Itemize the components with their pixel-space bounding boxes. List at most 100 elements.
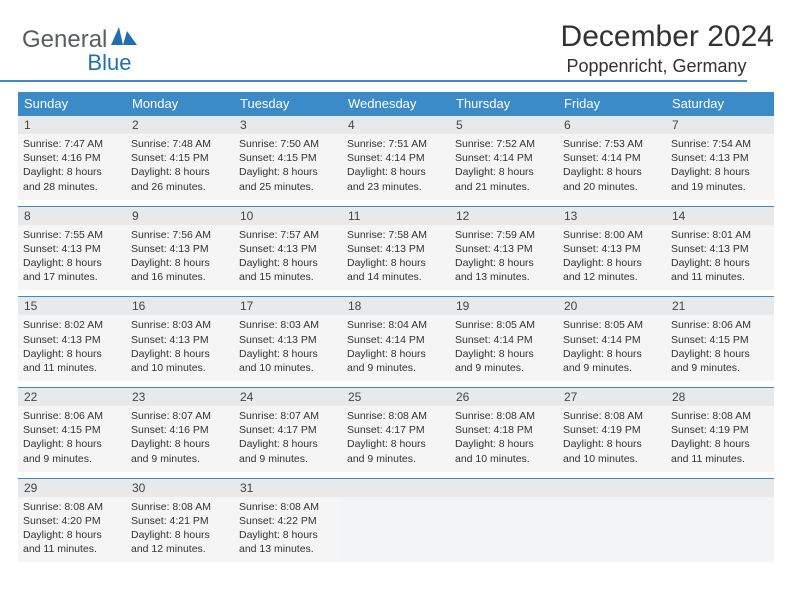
daylight-text: Daylight: 8 hours and 14 minutes. <box>347 256 445 284</box>
sunset-text: Sunset: 4:13 PM <box>671 151 769 165</box>
day-number: 13 <box>558 206 666 225</box>
day-number: 2 <box>126 115 234 134</box>
sunset-text: Sunset: 4:13 PM <box>239 333 337 347</box>
daylight-text: Daylight: 8 hours and 9 minutes. <box>671 347 769 375</box>
day-cell-empty <box>558 497 666 563</box>
sunrise-text: Sunrise: 8:02 AM <box>23 318 121 332</box>
daylight-text: Daylight: 8 hours and 10 minutes. <box>131 347 229 375</box>
day-number: 16 <box>126 296 234 315</box>
sunset-text: Sunset: 4:13 PM <box>347 242 445 256</box>
day-cell: Sunrise: 7:59 AMSunset: 4:13 PMDaylight:… <box>450 225 558 291</box>
calendar-grid: SundayMondayTuesdayWednesdayThursdayFrid… <box>18 92 774 562</box>
day-cell: Sunrise: 8:02 AMSunset: 4:13 PMDaylight:… <box>18 315 126 381</box>
daybody-row: Sunrise: 7:55 AMSunset: 4:13 PMDaylight:… <box>18 225 774 291</box>
day-cell: Sunrise: 7:55 AMSunset: 4:13 PMDaylight:… <box>18 225 126 291</box>
sunrise-text: Sunrise: 8:06 AM <box>23 409 121 423</box>
daylight-text: Daylight: 8 hours and 9 minutes. <box>455 347 553 375</box>
sunrise-text: Sunrise: 7:55 AM <box>23 228 121 242</box>
sunset-text: Sunset: 4:21 PM <box>131 514 229 528</box>
sunrise-text: Sunrise: 8:07 AM <box>131 409 229 423</box>
daylight-text: Daylight: 8 hours and 9 minutes. <box>347 347 445 375</box>
day-number: 18 <box>342 296 450 315</box>
sunrise-text: Sunrise: 8:07 AM <box>239 409 337 423</box>
daylight-text: Daylight: 8 hours and 11 minutes. <box>671 437 769 465</box>
daylight-text: Daylight: 8 hours and 10 minutes. <box>563 437 661 465</box>
sunset-text: Sunset: 4:17 PM <box>239 423 337 437</box>
sunrise-text: Sunrise: 8:06 AM <box>671 318 769 332</box>
sunset-text: Sunset: 4:20 PM <box>23 514 121 528</box>
sunrise-text: Sunrise: 8:01 AM <box>671 228 769 242</box>
weekday-header: Tuesday <box>234 92 342 115</box>
day-number: 19 <box>450 296 558 315</box>
sunrise-text: Sunrise: 8:08 AM <box>239 500 337 514</box>
month-title: December 2024 <box>561 20 774 54</box>
daybody-row: Sunrise: 8:08 AMSunset: 4:20 PMDaylight:… <box>18 497 774 563</box>
weekday-header-row: SundayMondayTuesdayWednesdayThursdayFrid… <box>18 92 774 115</box>
day-cell: Sunrise: 7:48 AMSunset: 4:15 PMDaylight:… <box>126 134 234 200</box>
day-cell: Sunrise: 8:08 AMSunset: 4:20 PMDaylight:… <box>18 497 126 563</box>
day-number: 22 <box>18 387 126 406</box>
day-number: 30 <box>126 478 234 497</box>
daylight-text: Daylight: 8 hours and 9 minutes. <box>131 437 229 465</box>
day-cell: Sunrise: 8:01 AMSunset: 4:13 PMDaylight:… <box>666 225 774 291</box>
daylight-text: Daylight: 8 hours and 23 minutes. <box>347 165 445 193</box>
daylight-text: Daylight: 8 hours and 12 minutes. <box>563 256 661 284</box>
sunset-text: Sunset: 4:15 PM <box>239 151 337 165</box>
week-row: 22232425262728Sunrise: 8:06 AMSunset: 4:… <box>18 387 774 472</box>
week-row: 1234567Sunrise: 7:47 AMSunset: 4:16 PMDa… <box>18 115 774 200</box>
day-cell: Sunrise: 8:03 AMSunset: 4:13 PMDaylight:… <box>126 315 234 381</box>
day-cell: Sunrise: 8:08 AMSunset: 4:22 PMDaylight:… <box>234 497 342 563</box>
day-number: 12 <box>450 206 558 225</box>
sunset-text: Sunset: 4:14 PM <box>455 151 553 165</box>
sunset-text: Sunset: 4:16 PM <box>131 423 229 437</box>
daylight-text: Daylight: 8 hours and 28 minutes. <box>23 165 121 193</box>
day-cell: Sunrise: 7:52 AMSunset: 4:14 PMDaylight:… <box>450 134 558 200</box>
daybody-row: Sunrise: 8:02 AMSunset: 4:13 PMDaylight:… <box>18 315 774 381</box>
daylight-text: Daylight: 8 hours and 11 minutes. <box>23 528 121 556</box>
day-cell: Sunrise: 8:03 AMSunset: 4:13 PMDaylight:… <box>234 315 342 381</box>
sunrise-text: Sunrise: 8:08 AM <box>455 409 553 423</box>
day-number <box>666 478 774 497</box>
sunrise-text: Sunrise: 8:08 AM <box>347 409 445 423</box>
day-number <box>450 478 558 497</box>
daynum-row: 293031 <box>18 478 774 497</box>
daybody-row: Sunrise: 7:47 AMSunset: 4:16 PMDaylight:… <box>18 134 774 200</box>
sunset-text: Sunset: 4:16 PM <box>23 151 121 165</box>
sunrise-text: Sunrise: 8:03 AM <box>239 318 337 332</box>
daylight-text: Daylight: 8 hours and 10 minutes. <box>455 437 553 465</box>
day-cell: Sunrise: 8:05 AMSunset: 4:14 PMDaylight:… <box>450 315 558 381</box>
daylight-text: Daylight: 8 hours and 9 minutes. <box>563 347 661 375</box>
sunrise-text: Sunrise: 7:54 AM <box>671 137 769 151</box>
day-cell: Sunrise: 8:08 AMSunset: 4:17 PMDaylight:… <box>342 406 450 472</box>
sunrise-text: Sunrise: 8:03 AM <box>131 318 229 332</box>
daynum-row: 1234567 <box>18 115 774 134</box>
sunrise-text: Sunrise: 8:08 AM <box>23 500 121 514</box>
daylight-text: Daylight: 8 hours and 9 minutes. <box>239 437 337 465</box>
sunset-text: Sunset: 4:15 PM <box>23 423 121 437</box>
weekday-header: Saturday <box>666 92 774 115</box>
day-number: 24 <box>234 387 342 406</box>
sunset-text: Sunset: 4:13 PM <box>131 333 229 347</box>
daynum-row: 22232425262728 <box>18 387 774 406</box>
sunrise-text: Sunrise: 8:05 AM <box>455 318 553 332</box>
day-number: 21 <box>666 296 774 315</box>
weekday-header: Monday <box>126 92 234 115</box>
sunrise-text: Sunrise: 7:51 AM <box>347 137 445 151</box>
logo: General Blue <box>22 26 137 54</box>
day-number <box>558 478 666 497</box>
day-cell: Sunrise: 8:00 AMSunset: 4:13 PMDaylight:… <box>558 225 666 291</box>
sunset-text: Sunset: 4:19 PM <box>671 423 769 437</box>
week-row: 15161718192021Sunrise: 8:02 AMSunset: 4:… <box>18 296 774 381</box>
sunset-text: Sunset: 4:18 PM <box>455 423 553 437</box>
day-cell: Sunrise: 8:04 AMSunset: 4:14 PMDaylight:… <box>342 315 450 381</box>
logo-text-blue: Blue <box>87 50 131 76</box>
sunrise-text: Sunrise: 7:48 AM <box>131 137 229 151</box>
sunset-text: Sunset: 4:19 PM <box>563 423 661 437</box>
daylight-text: Daylight: 8 hours and 10 minutes. <box>239 347 337 375</box>
sunset-text: Sunset: 4:15 PM <box>131 151 229 165</box>
sunset-text: Sunset: 4:13 PM <box>23 333 121 347</box>
day-cell-empty <box>342 497 450 563</box>
day-number <box>342 478 450 497</box>
week-row: 293031Sunrise: 8:08 AMSunset: 4:20 PMDay… <box>18 478 774 563</box>
day-cell: Sunrise: 7:58 AMSunset: 4:13 PMDaylight:… <box>342 225 450 291</box>
